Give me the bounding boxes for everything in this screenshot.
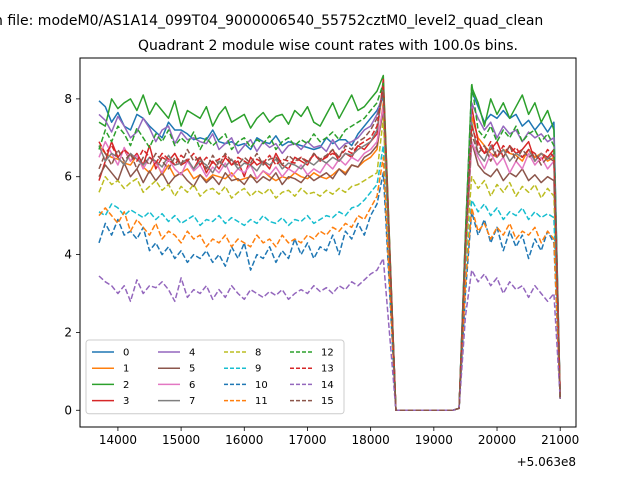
series-line-13 (98, 86, 561, 412)
chart-title: Quadrant 2 module wise count rates with … (138, 38, 518, 54)
series-layer (98, 74, 561, 412)
legend-label-1: 1 (123, 364, 129, 375)
legend-label-14: 14 (321, 380, 334, 391)
legend-label-2: 2 (123, 380, 129, 391)
series-line-14 (98, 257, 561, 412)
legend-label-5: 5 (189, 364, 195, 375)
series-line-11 (98, 156, 561, 412)
x-tick-label: 18000 (352, 433, 390, 447)
series-line-15 (98, 90, 561, 412)
legend-label-6: 6 (189, 380, 195, 391)
legend-label-11: 11 (255, 396, 268, 407)
y-tick-label: 8 (64, 92, 72, 106)
x-tick-label: 19000 (415, 433, 453, 447)
series-line-9 (98, 144, 561, 412)
y-tick-label: 4 (64, 248, 72, 262)
x-tick-label: 21000 (541, 433, 579, 447)
legend-label-10: 10 (255, 380, 268, 391)
legend-label-13: 13 (321, 364, 334, 375)
legend-label-15: 15 (321, 396, 334, 407)
legend-label-0: 0 (123, 348, 129, 359)
series-line-10 (98, 172, 561, 412)
x-tick-label: 17000 (288, 433, 326, 447)
legend-label-4: 4 (189, 348, 195, 359)
legend-label-8: 8 (255, 348, 261, 359)
y-tick-label: 0 (64, 403, 72, 417)
plot-area (79, 57, 577, 428)
y-axis: 0 2 4 6 8 (64, 92, 80, 417)
x-tick-label: 14000 (99, 433, 137, 447)
x-axis: 14000 15000 16000 17000 18000 19000 20000 21000 (99, 427, 579, 447)
y-tick-label: 6 (64, 170, 72, 184)
figure-suptitle: n file: modeM0/AS1A14_099T04_9000006540_… (0, 13, 543, 29)
y-tick-label: 2 (64, 325, 72, 339)
plot-frame (79, 57, 577, 428)
series-line-7 (98, 86, 561, 412)
legend-box (85, 339, 345, 415)
legend-label-7: 7 (189, 396, 195, 407)
legend-label-9: 9 (255, 364, 261, 375)
x-tick-label: 16000 (225, 433, 263, 447)
series-line-2 (98, 74, 561, 412)
x-axis-offset-label: +5.063e8 (517, 455, 576, 469)
legend-label-3: 3 (123, 396, 129, 407)
x-tick-label: 20000 (478, 433, 516, 447)
series-line-12 (98, 82, 561, 412)
x-tick-label: 15000 (162, 433, 200, 447)
series-line-5 (98, 109, 561, 412)
series-line-8 (98, 117, 561, 412)
legend-label-12: 12 (321, 348, 334, 359)
